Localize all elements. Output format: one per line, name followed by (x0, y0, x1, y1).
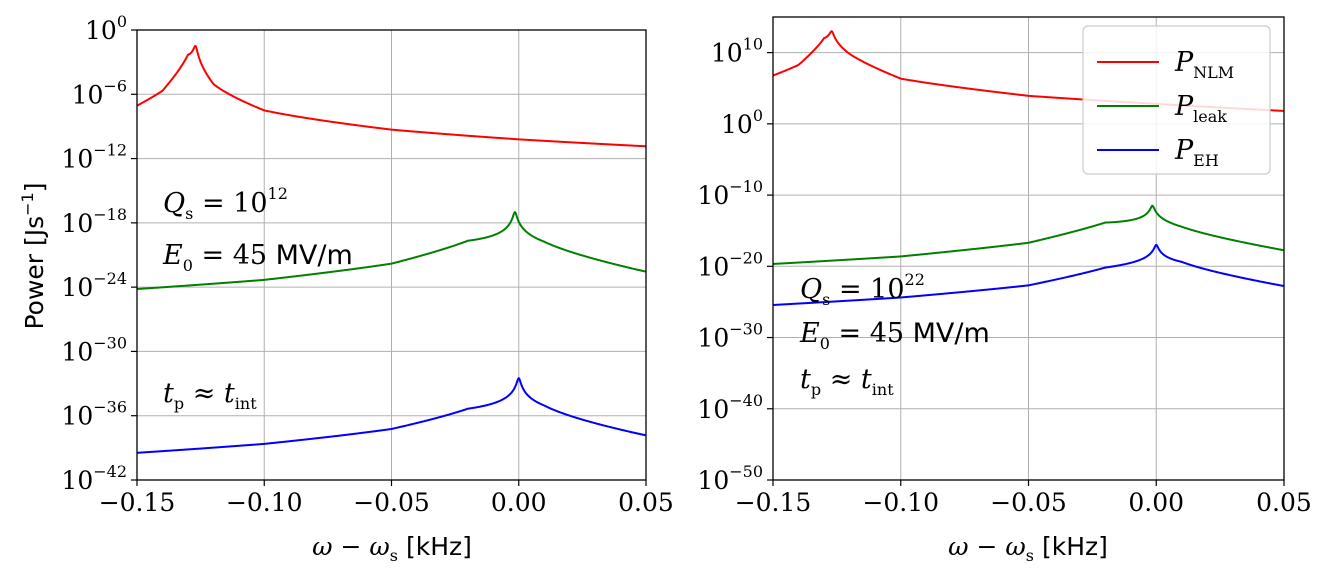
right-y-tick-label: 10−30 (697, 320, 763, 353)
left-y-tick-label: 10−36 (61, 398, 127, 431)
left-ticks: −0.15 −0.10 −0.05 0.00 0.05 100 10−6 10−12 10−18… (61, 12, 673, 517)
right-x-tick-label: 0.05 (1256, 488, 1312, 517)
y-axis-label-main: Power [Js (20, 216, 49, 330)
left-y-tick-label: 100 (85, 12, 127, 45)
left-y-tick-label: 10−42 (61, 462, 127, 495)
right-annotation: E0 = 45 MV/m (799, 318, 990, 353)
left-annotation: E0 = 45 MV/m (162, 240, 353, 275)
right-series-p-eh (772, 243, 1284, 306)
left-x-tick-label: 0.00 (491, 488, 547, 517)
y-axis-label-close: ] (20, 182, 49, 192)
right-y-tick-label: 100 (721, 106, 763, 139)
left-series-p-leak (136, 211, 646, 291)
right-x-tick-label: 0.00 (1128, 488, 1184, 517)
right-chart-panel: −0.15 −0.10 −0.05 0.00 0.05 1010 100 10−10 10−20… (697, 16, 1312, 517)
x-label-math: ω − ω (312, 532, 390, 561)
legend-entry: PEH (1174, 135, 1219, 170)
x-label-unit: [kHz] (1042, 532, 1108, 561)
left-y-tick-label: 10−6 (72, 76, 127, 109)
right-x-tick-label: −0.10 (862, 488, 939, 517)
left-annotations: Qs = 1012 E0 = 45 MV/m tp ≈ tint (162, 184, 353, 413)
right-y-tick-label: 10−10 (697, 177, 763, 210)
left-series-p-nlm (136, 44, 646, 148)
left-y-tick-label: 10−24 (61, 269, 127, 302)
left-x-tick-label: −0.05 (353, 488, 430, 517)
right-x-axis-label: ω − ωs [kHz] (948, 532, 1108, 565)
y-axis-label-sup: −1 (18, 192, 37, 216)
left-y-tick-label: 10−30 (61, 333, 127, 366)
left-x-axis-label: ω − ωs [kHz] (312, 532, 472, 565)
right-y-tick-label: 10−40 (697, 391, 763, 424)
right-x-tick-label: −0.15 (735, 488, 812, 517)
left-y-tick-label: 10−12 (61, 141, 127, 174)
y-axis-label: Power [Js−1] (18, 182, 49, 329)
left-y-tick-label: 10−18 (61, 205, 127, 238)
legend: PNLM Pleak PEH (1082, 25, 1271, 175)
legend-entry: Pleak (1174, 91, 1227, 126)
left-x-tick-label: 0.05 (618, 488, 674, 517)
left-series (136, 44, 646, 454)
x-label-sub: s (390, 546, 398, 565)
left-series-p-eh (136, 377, 646, 454)
x-label-unit: [kHz] (406, 532, 472, 561)
right-x-tick-label: −0.05 (990, 488, 1067, 517)
right-annotation: tp ≈ tint (800, 364, 894, 399)
x-label-math: ω − ω (948, 532, 1026, 561)
legend-entry: PNLM (1174, 47, 1234, 82)
left-annotation: Qs = 1012 (163, 184, 288, 223)
right-series-p-leak (772, 204, 1284, 265)
right-annotation: Qs = 1022 (800, 270, 925, 309)
left-x-tick-label: −0.15 (99, 488, 176, 517)
right-y-tick-label: 1010 (711, 35, 763, 68)
left-chart-panel: −0.15 −0.10 −0.05 0.00 0.05 100 10−6 10−12 10−18… (61, 12, 673, 517)
left-annotation: tp ≈ tint (163, 378, 257, 413)
right-annotations: Qs = 1022 E0 = 45 MV/m tp ≈ tint (799, 270, 990, 399)
x-label-sub: s (1026, 546, 1034, 565)
left-x-tick-label: −0.10 (226, 488, 303, 517)
right-ticks: −0.15 −0.10 −0.05 0.00 0.05 1010 100 10−10 10−20… (697, 35, 1311, 517)
right-y-tick-label: 10−50 (697, 462, 763, 495)
right-y-tick-label: 10−20 (697, 248, 763, 281)
